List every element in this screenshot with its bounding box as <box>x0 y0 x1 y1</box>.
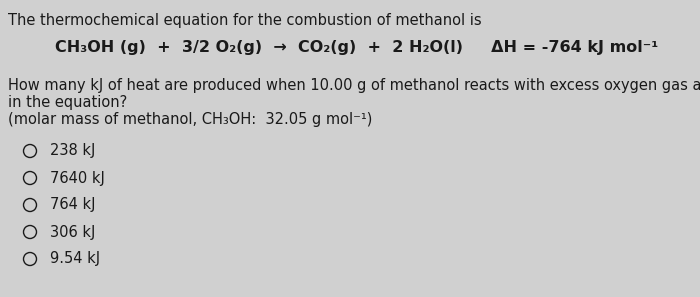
Text: 9.54 kJ: 9.54 kJ <box>50 252 100 266</box>
Text: 7640 kJ: 7640 kJ <box>50 170 105 186</box>
Text: How many kJ of heat are produced when 10.00 g of methanol reacts with excess oxy: How many kJ of heat are produced when 10… <box>8 78 700 93</box>
Text: 238 kJ: 238 kJ <box>50 143 95 159</box>
Text: 306 kJ: 306 kJ <box>50 225 95 239</box>
Text: (molar mass of methanol, CH₃OH:  32.05 g mol⁻¹): (molar mass of methanol, CH₃OH: 32.05 g … <box>8 112 372 127</box>
Text: CH₃OH (g)  +  3/2 O₂(g)  →  CO₂(g)  +  2 H₂O(l)     ΔH = -764 kJ mol⁻¹: CH₃OH (g) + 3/2 O₂(g) → CO₂(g) + 2 H₂O(l… <box>55 40 658 55</box>
Text: The thermochemical equation for the combustion of methanol is: The thermochemical equation for the comb… <box>8 13 482 28</box>
Text: in the equation?: in the equation? <box>8 95 127 110</box>
Text: 764 kJ: 764 kJ <box>50 198 95 212</box>
